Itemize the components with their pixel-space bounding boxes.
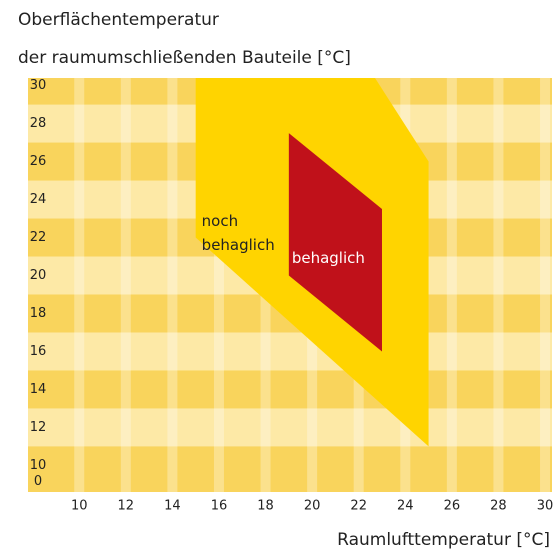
x-axis-label: Raumlufttemperatur [°C] <box>337 530 550 550</box>
x-tick-label: 12 <box>118 499 135 514</box>
y-tick-label: 30 <box>30 78 47 93</box>
y-tick-label: 14 <box>30 382 47 397</box>
grid-column <box>167 78 178 492</box>
x-tick-label: 24 <box>397 499 414 514</box>
x-tick-label: 28 <box>490 499 507 514</box>
grid-column <box>120 78 131 492</box>
y-tick-label: 20 <box>30 268 47 283</box>
x-tick-label: 16 <box>211 499 228 514</box>
y-tick-label: 22 <box>30 230 47 245</box>
grid-column <box>213 78 224 492</box>
grid-column <box>540 78 551 492</box>
x-tick-label: 30 <box>537 499 554 514</box>
chart-title: der raumumschließenden Bauteile [°C] <box>18 48 351 68</box>
band <box>28 446 552 492</box>
y-tick-label: 18 <box>30 306 47 321</box>
band <box>28 370 552 409</box>
x-tick-label: 18 <box>257 499 274 514</box>
x-tick-label: 22 <box>350 499 367 514</box>
y-tick-label: 16 <box>30 344 47 359</box>
x-tick-label: 26 <box>444 499 461 514</box>
chart-title: Oberflächentemperatur <box>18 10 219 30</box>
zone-label: behaglich <box>202 236 275 254</box>
y-tick-label: 12 <box>30 420 47 435</box>
grid-column <box>74 78 85 492</box>
zone <box>288 133 382 352</box>
y-tick-label: 24 <box>30 192 47 207</box>
zone-label: behaglich <box>292 249 365 267</box>
x-tick-label: 14 <box>164 499 181 514</box>
zone-label: noch <box>202 212 238 230</box>
y-origin-label: 0 <box>34 474 42 489</box>
y-tick-label: 28 <box>30 116 47 131</box>
grid-column <box>446 78 457 492</box>
grid-column <box>493 78 504 492</box>
y-tick-label: 10 <box>30 458 47 473</box>
x-tick-label: 10 <box>71 499 88 514</box>
y-tick-label: 26 <box>30 154 47 169</box>
x-tick-label: 20 <box>304 499 321 514</box>
